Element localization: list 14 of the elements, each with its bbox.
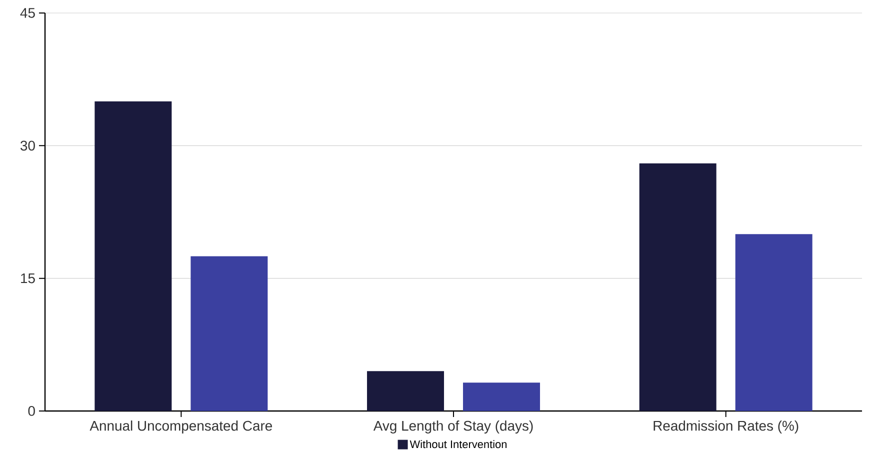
y-tick-label: 15 [21, 273, 35, 284]
bar [367, 371, 444, 411]
bar [94, 101, 172, 411]
bar [735, 234, 812, 411]
legend-label: Without Intervention [410, 440, 507, 448]
bar [463, 382, 540, 411]
y-tick-label: 30 [20, 140, 35, 151]
y-tick-label: 0 [28, 406, 35, 416]
y-tick-label: 45 [20, 8, 35, 18]
bar [190, 256, 268, 411]
bar [639, 163, 716, 411]
x-tick-label: Readmission Rates (%) [654, 420, 798, 434]
x-tick-label: Annual Uncompensated Care [90, 420, 272, 434]
x-tick-label: Avg Length of Stay (days) [373, 420, 533, 434]
